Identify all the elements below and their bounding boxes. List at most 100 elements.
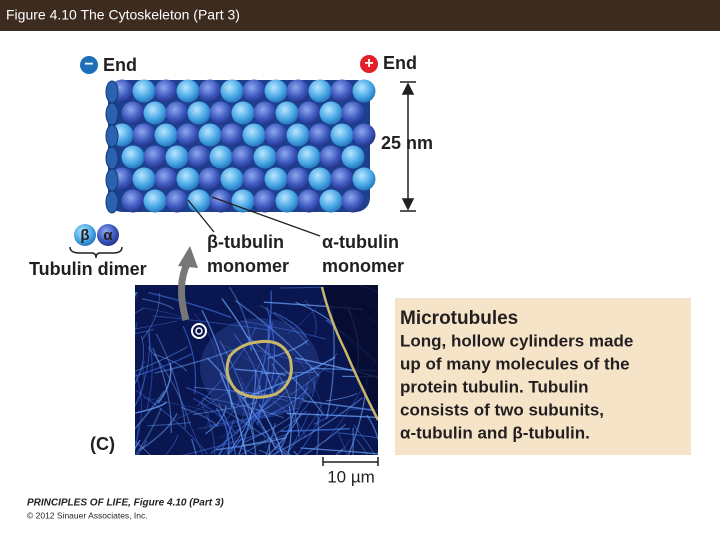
alpha-symbol: α: [103, 227, 113, 244]
tubulin-subunit: [308, 167, 332, 191]
cell-glow: [200, 318, 320, 418]
fiber: [267, 339, 309, 360]
fiber: [242, 356, 336, 400]
fiber: [250, 348, 335, 375]
info-lines: Long, hollow cylinders made up of many mo…: [400, 331, 633, 442]
fiber: [291, 350, 323, 410]
fiber: [230, 403, 273, 429]
tubulin-subunit: [176, 123, 200, 147]
end-subunit: [105, 190, 119, 214]
fiber: [215, 407, 230, 455]
cell-edge: [320, 286, 378, 421]
tubulin-subunit: [154, 167, 178, 191]
fiber: [228, 286, 252, 352]
tubulin-subunit: [143, 101, 167, 125]
scale-bar: [322, 457, 379, 466]
fiber: [366, 414, 378, 442]
info-line: up of many molecules of the: [400, 354, 630, 373]
tubulin-subunit: [220, 79, 244, 103]
footer-copyright: © 2012 Sinauer Associates, Inc.: [27, 510, 148, 520]
tubulin-subunit: [319, 101, 343, 125]
tubulin-subunit: [242, 79, 266, 103]
fiber: [219, 372, 247, 455]
beta-symbol: β: [80, 227, 89, 244]
fiber: [286, 412, 310, 455]
fiber: [335, 448, 344, 455]
fiber: [135, 346, 188, 372]
fiber: [135, 331, 151, 407]
fiber: [296, 412, 323, 455]
tubulin-subunit: [187, 189, 211, 213]
fiber: [274, 381, 309, 455]
beta-monomer-line2: monomer: [207, 256, 289, 276]
tubulin-subunit: [352, 167, 376, 191]
fiber: [290, 353, 338, 396]
plus-end-label: End: [383, 53, 417, 73]
fiber: [135, 320, 178, 330]
fiber: [185, 386, 219, 407]
fiber: [265, 422, 277, 455]
fiber: [157, 362, 172, 404]
fiber: [271, 397, 364, 455]
tubulin-subunit: [286, 79, 310, 103]
end-subunit: [105, 102, 119, 126]
minus-icon: [80, 56, 98, 74]
tubulin-subunit: [198, 167, 222, 191]
fiber: [180, 406, 219, 428]
end-subunit: [105, 124, 119, 148]
info-line: α-tubulin and β-tubulin.: [400, 423, 590, 442]
fiber: [224, 382, 244, 422]
tubulin-subunit: [220, 167, 244, 191]
fiber: [337, 439, 351, 455]
tubulin-subunit: [253, 145, 277, 169]
fiber: [147, 346, 192, 427]
fiber: [201, 399, 209, 430]
header-title: Figure 4.10 The Cytoskeleton (Part 3): [6, 7, 240, 23]
info-line: Long, hollow cylinders made: [400, 331, 633, 350]
tubulin-subunit: [154, 123, 178, 147]
fiber: [268, 444, 271, 455]
fiber: [240, 322, 274, 397]
info-box: [395, 298, 691, 455]
fiber: [215, 436, 287, 451]
fiber: [135, 364, 145, 407]
tubulin-subunit: [209, 101, 233, 125]
fiber: [258, 449, 272, 455]
tubulin-subunit: [143, 145, 167, 169]
micrograph-fibers: [135, 285, 378, 455]
tubulin-subunit: [220, 123, 244, 147]
microtubule-cylinder: [105, 79, 376, 214]
tubulin-subunit: [341, 189, 365, 213]
fiber: [201, 397, 292, 455]
target-dot: [195, 327, 203, 335]
fiber: [198, 415, 271, 430]
diameter-label: 25 nm: [381, 133, 433, 153]
tubulin-subunit: [132, 123, 156, 147]
info-title: Microtubules: [400, 308, 518, 329]
fiber: [154, 347, 238, 374]
fiber: [287, 405, 292, 455]
fiber: [352, 427, 355, 455]
fiber: [217, 449, 223, 455]
tubulin-subunit: [264, 167, 288, 191]
nucleus-outline: [225, 339, 293, 399]
dimer-brace: [69, 246, 123, 259]
fiber: [251, 453, 259, 455]
fiber: [196, 326, 257, 407]
fiber: [218, 419, 235, 455]
fiber: [135, 322, 138, 335]
target-ring: [191, 323, 207, 339]
fiber: [219, 341, 255, 437]
tubulin-subunit: [319, 145, 343, 169]
fiber: [303, 423, 347, 455]
fiber: [176, 388, 232, 419]
fiber: [135, 441, 151, 455]
fiber: [152, 347, 172, 434]
fiber: [194, 386, 305, 400]
tubulin-subunit: [132, 167, 156, 191]
leader-lines: [187, 196, 321, 237]
fiber: [146, 330, 153, 410]
fiber: [300, 447, 378, 455]
outer-dark-region: [322, 285, 378, 420]
